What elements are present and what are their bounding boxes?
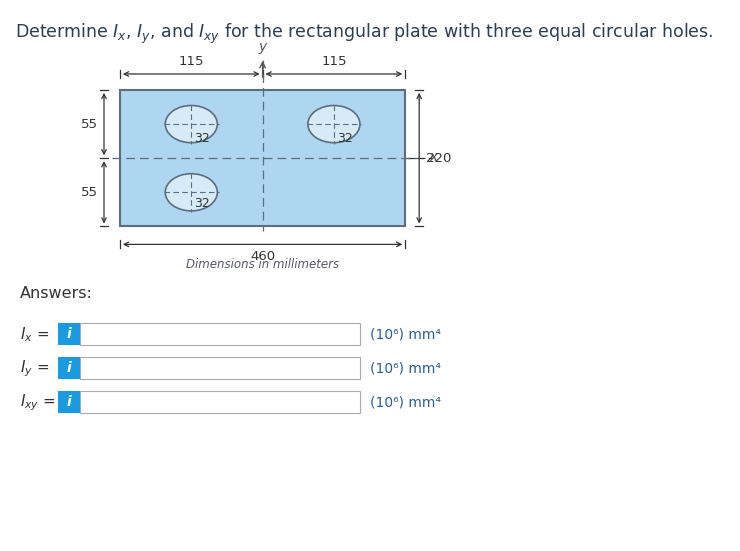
- Text: (10⁶) mm⁴: (10⁶) mm⁴: [370, 327, 441, 342]
- Text: i: i: [67, 396, 71, 409]
- Ellipse shape: [308, 105, 360, 143]
- Text: 32: 32: [195, 132, 210, 145]
- Bar: [80, 391, 360, 413]
- Text: $I_x$ =: $I_x$ =: [20, 325, 50, 344]
- Text: $I_y$ =: $I_y$ =: [20, 358, 50, 379]
- Text: 460: 460: [250, 250, 275, 263]
- Text: 55: 55: [81, 186, 98, 199]
- Text: 32: 32: [337, 132, 353, 145]
- Bar: [80, 358, 360, 380]
- Text: x: x: [429, 150, 437, 164]
- Text: i: i: [67, 327, 71, 342]
- Bar: [120, 90, 406, 226]
- Bar: [58, 358, 80, 380]
- Bar: [58, 391, 80, 413]
- Ellipse shape: [165, 105, 218, 143]
- Text: y: y: [258, 40, 266, 54]
- Text: 55: 55: [81, 117, 98, 131]
- Text: (10⁶) mm⁴: (10⁶) mm⁴: [370, 396, 441, 409]
- Ellipse shape: [165, 174, 218, 211]
- Text: 220: 220: [426, 152, 451, 165]
- Bar: [58, 323, 80, 345]
- Text: 32: 32: [195, 197, 210, 210]
- Bar: [80, 323, 360, 345]
- Text: Determine $I_x$, $I_y$, and $I_{xy}$ for the rectangular plate with three equal : Determine $I_x$, $I_y$, and $I_{xy}$ for…: [15, 22, 713, 46]
- Text: 115: 115: [178, 55, 204, 68]
- Text: 115: 115: [321, 55, 346, 68]
- Text: (10⁶) mm⁴: (10⁶) mm⁴: [370, 361, 441, 375]
- Text: $I_{xy}$ =: $I_{xy}$ =: [20, 392, 56, 413]
- Text: i: i: [67, 361, 71, 375]
- Text: Answers:: Answers:: [20, 287, 93, 301]
- Text: Dimensions in millimeters: Dimensions in millimeters: [186, 258, 339, 272]
